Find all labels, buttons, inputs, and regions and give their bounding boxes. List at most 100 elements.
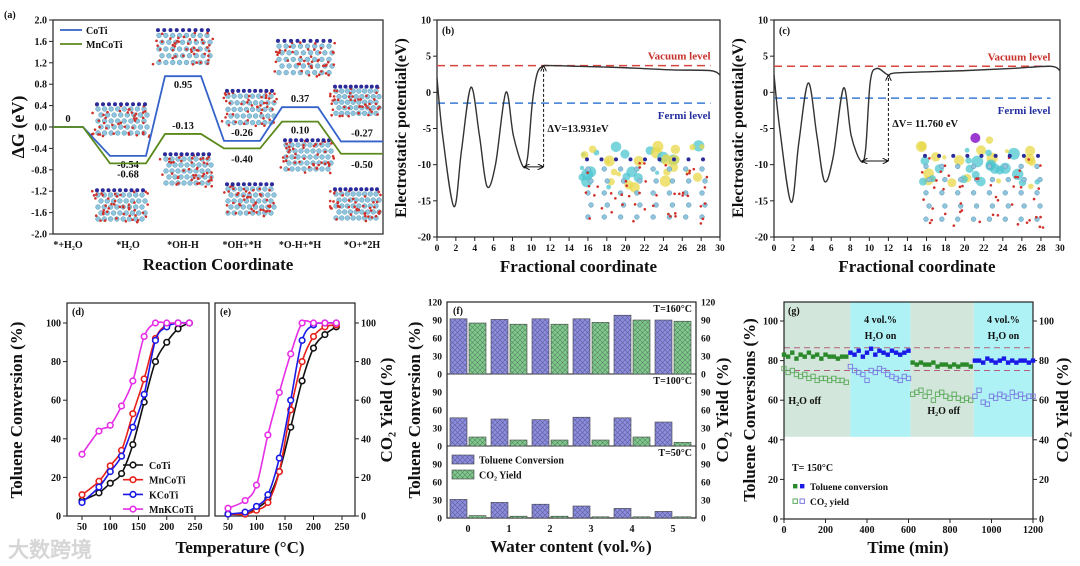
co2-point [947, 395, 953, 401]
x-tick-label: 20 [621, 244, 631, 254]
plot-frame-d [66, 302, 210, 517]
toluene-point [1022, 358, 1027, 363]
molecular-structure-image [578, 140, 709, 225]
x-tick-label: 30 [715, 244, 725, 254]
data-point [174, 325, 182, 333]
x-tick-label: 28 [696, 244, 706, 254]
bar-hatch [655, 422, 672, 446]
bar-hatch [551, 440, 568, 446]
y-tick-label: 2.0 [35, 16, 48, 27]
energy-value-label: 0.95 [174, 80, 192, 91]
x-axis-title: Water content (vol.%) [490, 537, 652, 556]
y-tick-label-right: 90 [701, 461, 711, 471]
x-tick-label: 4 [810, 244, 815, 254]
y-tick-label: 60 [433, 335, 443, 345]
bar-hatch [614, 508, 631, 518]
y-tick-label-right: 30 [701, 497, 711, 507]
legend-label: CO₂ Yield [479, 471, 522, 482]
co2-point [993, 395, 999, 401]
toluene-point [997, 358, 1002, 363]
bar-hatch [633, 437, 650, 446]
energy-value-label: -0.40 [231, 154, 253, 165]
x-tick-label: 400 [860, 525, 875, 536]
series-line-KCoTi [227, 322, 337, 515]
toluene-point [935, 364, 940, 369]
data-point [298, 336, 306, 344]
x-tick-label: 20 [960, 244, 970, 254]
y-tick-label-right: 120 [701, 299, 716, 309]
co2-point [951, 391, 957, 397]
region-h2o-off [784, 302, 851, 437]
toluene-point [922, 362, 928, 367]
legend-marker [129, 505, 137, 513]
toluene-point [1018, 358, 1023, 363]
x-tick-label: 2 [548, 524, 553, 535]
co2-point [976, 387, 982, 393]
legend-label: Toluene conversion [810, 483, 889, 493]
x-tick-label: 0 [782, 525, 787, 536]
energy-value-label: 0.37 [291, 94, 309, 105]
x-tick-label: 16 [922, 244, 932, 254]
bar-hatch [510, 516, 527, 518]
y-axis-title: Electrostatic potential(eV) [393, 38, 410, 218]
toluene-point [964, 362, 969, 367]
y-axis-title: ΔG (eV) [8, 96, 29, 159]
data-point [151, 358, 160, 366]
x-tick-label: 200 [818, 525, 833, 536]
x-tick-label: 8 [848, 244, 853, 254]
x-tick-label: 1200 [1023, 525, 1043, 536]
y-tick-label: 100 [763, 317, 778, 328]
y-axis-title-right: CO₂ Yield (%) [377, 358, 396, 463]
toluene-point [868, 346, 874, 351]
toluene-point [806, 350, 812, 355]
co2-point [1009, 389, 1015, 395]
co2-point [864, 377, 870, 384]
y-tick-label: 80 [361, 357, 371, 368]
category-label: *+H₂O [53, 240, 82, 251]
co2-point [802, 371, 808, 378]
y-axis-title: Toluene Conversion (%) [405, 322, 424, 499]
bar-hatch [592, 440, 609, 446]
x-tick-label: 2 [791, 244, 796, 254]
data-point [224, 510, 232, 518]
bar-hatch [655, 511, 672, 518]
molecular-structure-image [90, 102, 151, 139]
fermi-level-label: Fermi level [998, 105, 1051, 117]
legend-marker [793, 484, 798, 489]
category-label: *H₂O [116, 240, 140, 251]
x-axis-title: Fractional coordinate [838, 257, 996, 276]
data-point [252, 481, 261, 489]
data-point [252, 502, 261, 510]
toluene-point [914, 362, 919, 367]
x-tick-label: 4 [472, 244, 477, 254]
co2-point [939, 389, 945, 395]
legend-label: CoTi [86, 26, 108, 37]
x-tick-label: 10 [865, 244, 875, 254]
x-tick-label: 0 [772, 244, 777, 254]
y-tick-label: 0 [437, 371, 442, 381]
y-tick-label: 40 [51, 434, 61, 445]
y-tick-label: 0.8 [35, 80, 48, 91]
toluene-point [968, 364, 973, 369]
energy-value-label: -0.54 [117, 160, 140, 171]
toluene-point [893, 350, 899, 355]
y-axis-title: Toluene Conversion (%) [7, 322, 26, 499]
category-label: *OH-H [167, 240, 199, 251]
toluene-point [1010, 358, 1015, 363]
data-point [185, 319, 193, 327]
energy-profile-CoTi [53, 75, 383, 157]
y-tick-label-right: 0 [701, 515, 706, 525]
legend-label: CO₂ yield [810, 498, 850, 508]
data-point [129, 377, 137, 385]
toluene-point [852, 352, 857, 357]
bar-hatch [592, 322, 609, 374]
energy-value-label: -0.50 [351, 160, 373, 171]
data-point [78, 450, 86, 458]
molecular-structure-image [273, 38, 336, 78]
y-tick-label: 30 [433, 497, 443, 507]
data-point [129, 440, 137, 449]
y-tick-label: -15 [418, 196, 431, 207]
co2-point [897, 377, 903, 384]
energy-value-label: -0.26 [231, 128, 253, 139]
